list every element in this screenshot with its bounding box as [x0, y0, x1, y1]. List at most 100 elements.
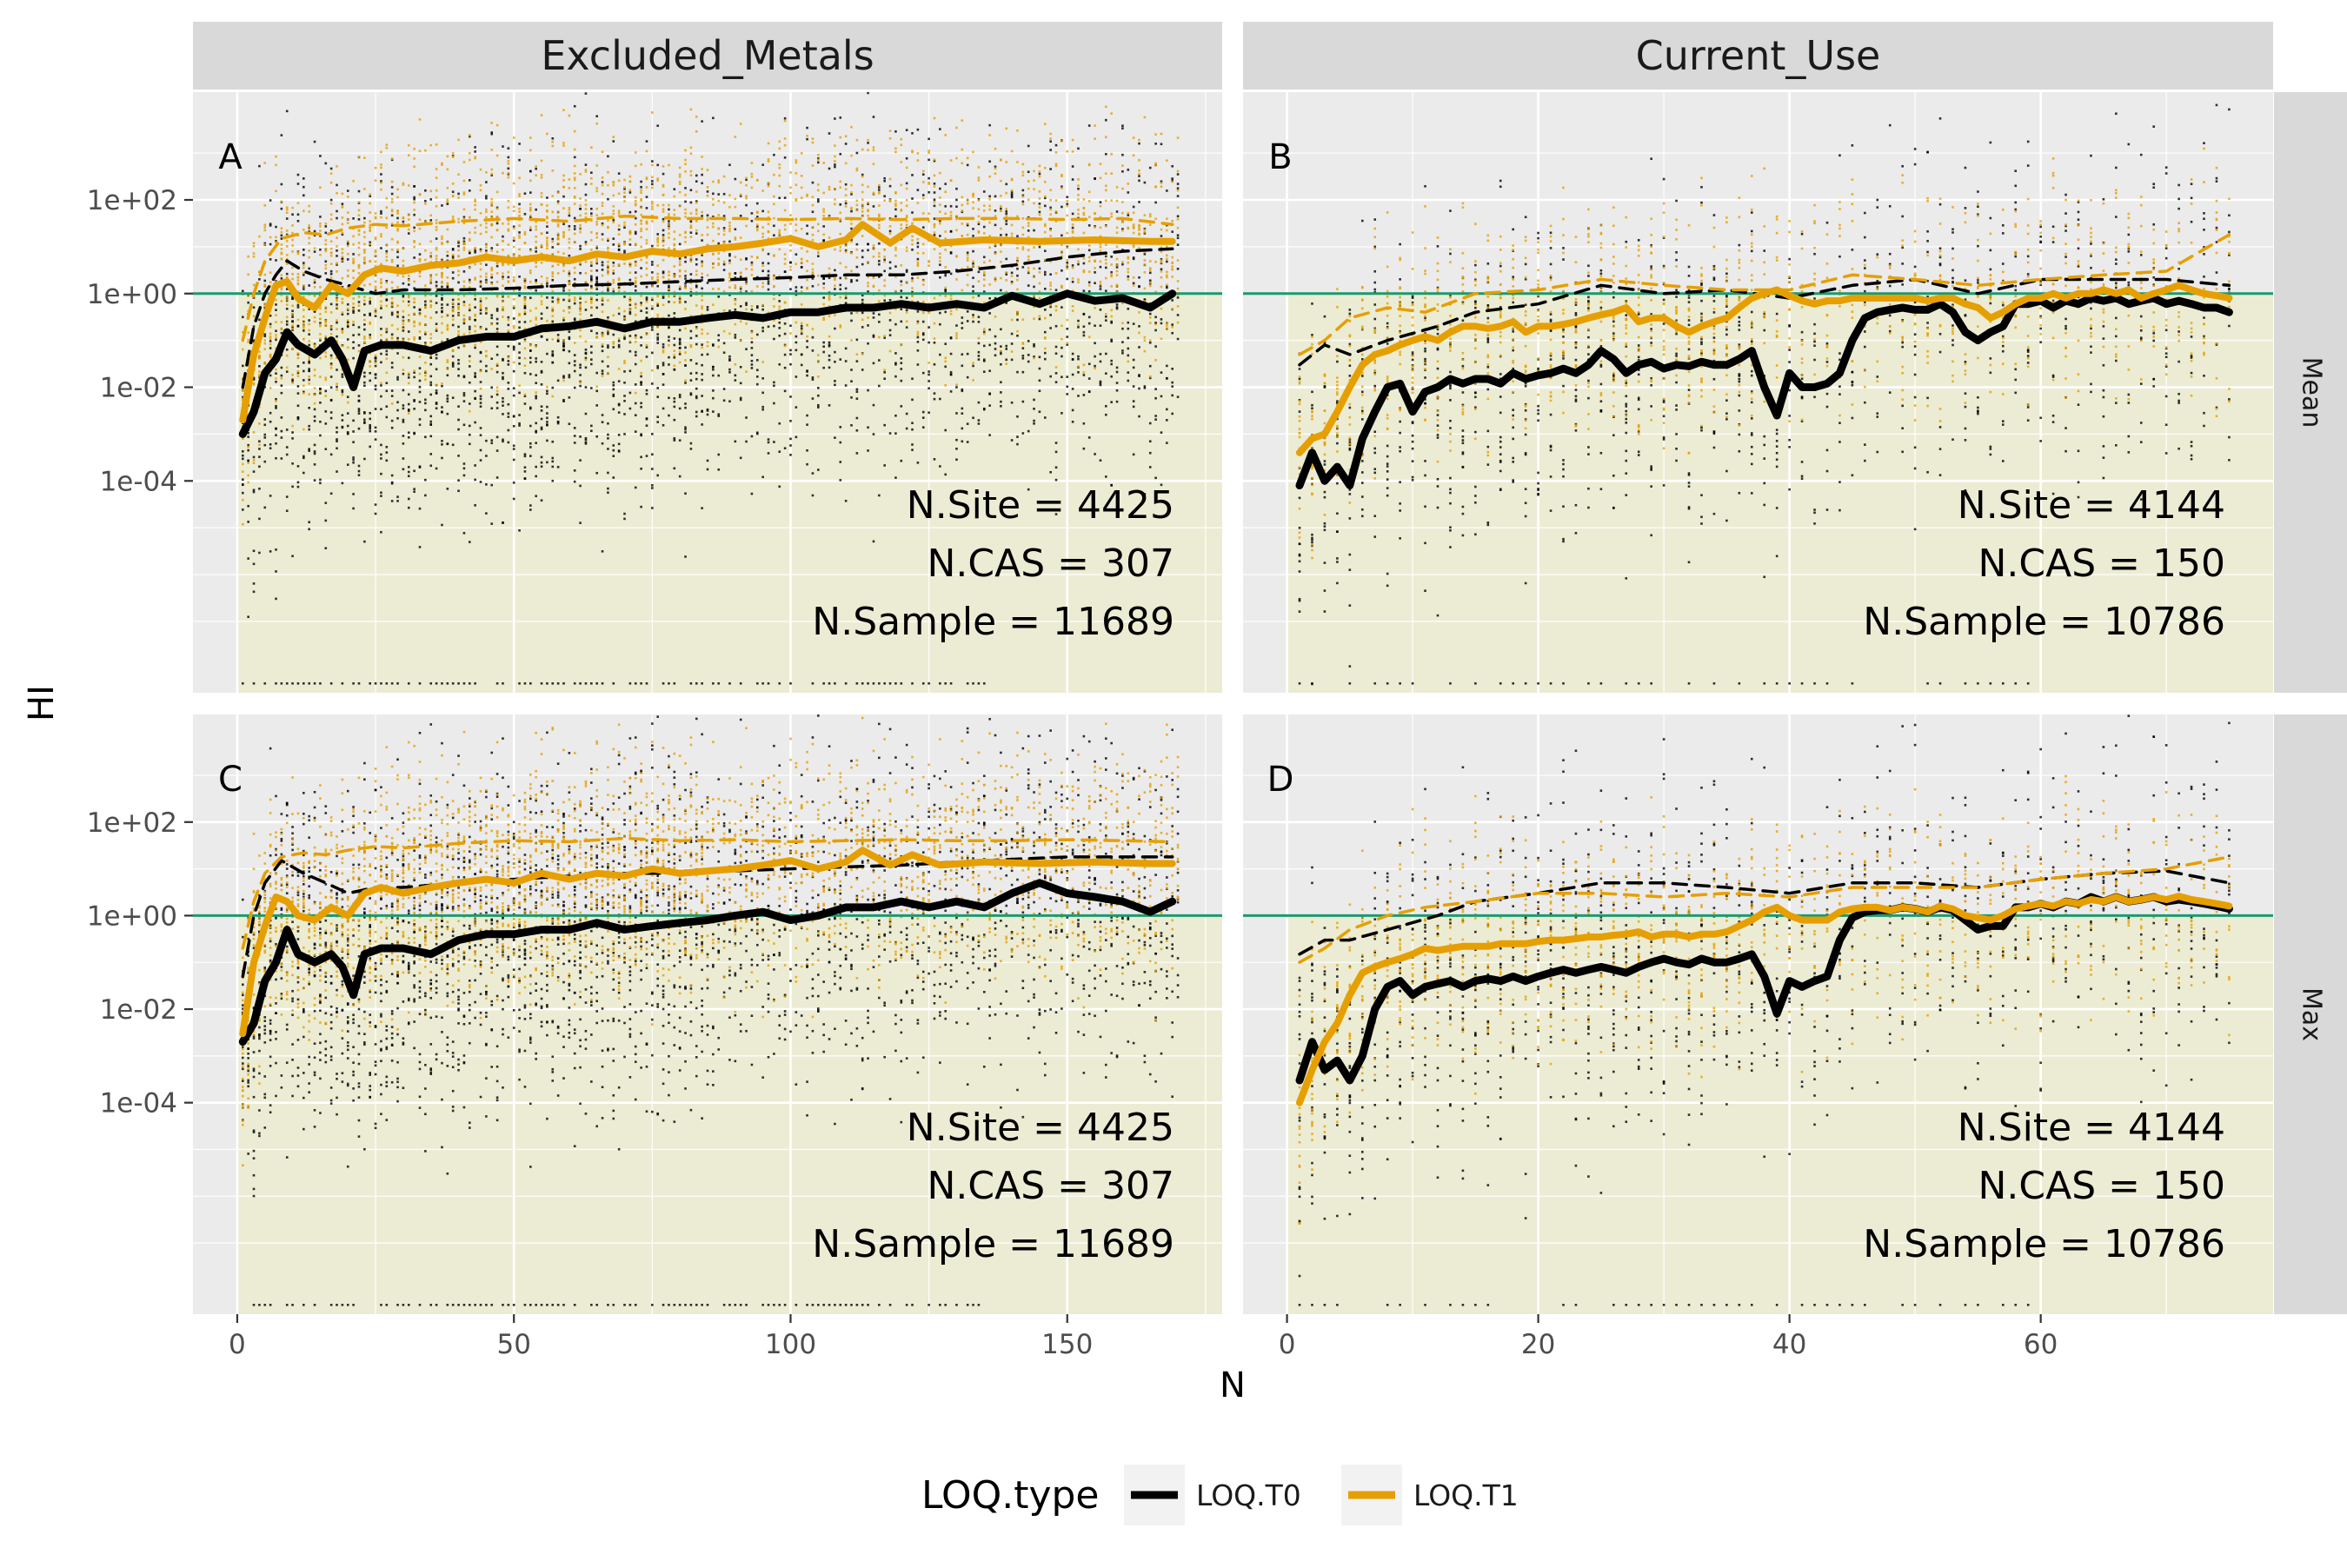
observation-point	[756, 227, 759, 229]
observation-point	[336, 249, 338, 252]
observation-point	[396, 264, 399, 267]
observation-point	[701, 234, 703, 236]
observation-point	[402, 216, 405, 219]
observation-point	[363, 188, 366, 190]
observation-point	[419, 149, 422, 152]
observation-point	[529, 373, 532, 375]
observation-point	[286, 254, 289, 256]
observation-point	[822, 367, 825, 369]
observation-point	[330, 333, 333, 336]
observation-point	[878, 260, 881, 262]
observation-point	[408, 275, 410, 277]
observation-point	[961, 289, 964, 292]
observation-point	[684, 149, 687, 152]
observation-point	[258, 374, 261, 376]
observation-point	[336, 336, 338, 338]
observation-point	[955, 458, 958, 461]
observation-point	[773, 255, 775, 257]
observation-point	[541, 233, 543, 236]
observation-point	[595, 223, 598, 226]
observation-point	[263, 444, 266, 447]
observation-point	[358, 218, 361, 221]
observation-point	[590, 351, 593, 354]
observation-point	[551, 296, 554, 299]
observation-point	[690, 273, 693, 276]
observation-point	[751, 367, 754, 369]
observation-point	[701, 373, 703, 375]
observation-point	[380, 151, 382, 154]
observation-point	[579, 173, 582, 176]
observation-point	[535, 475, 537, 478]
observation-point	[651, 261, 654, 263]
observation-point	[917, 341, 920, 343]
observation-point	[291, 324, 294, 327]
observation-point	[602, 213, 604, 216]
observation-point	[784, 302, 787, 304]
observation-point	[988, 369, 991, 372]
observation-point	[684, 286, 687, 289]
observation-point	[286, 446, 289, 448]
observation-point	[352, 341, 355, 343]
observation-point-floor	[286, 682, 289, 685]
observation-point	[651, 263, 654, 266]
observation-point	[595, 390, 598, 393]
observation-point	[463, 161, 466, 163]
observation-point	[668, 247, 670, 249]
observation-point	[988, 297, 991, 300]
observation-point	[595, 332, 598, 335]
observation-point	[690, 448, 693, 450]
observation-point	[402, 323, 405, 326]
observation-point	[756, 223, 759, 226]
observation-point	[402, 316, 405, 319]
observation-point	[590, 183, 593, 185]
observation-point	[413, 313, 416, 316]
observation-point	[291, 239, 294, 242]
observation-point	[679, 302, 681, 304]
observation-point	[485, 211, 488, 214]
observation-point	[906, 215, 908, 217]
observation-point	[939, 196, 941, 199]
observation-point	[950, 230, 953, 233]
observation-point	[518, 392, 521, 395]
observation-point	[385, 416, 388, 419]
observation-point	[768, 223, 770, 225]
observation-point	[651, 111, 654, 114]
observation-point-floor	[595, 682, 598, 685]
observation-point	[690, 236, 693, 238]
observation-point	[408, 279, 410, 282]
observation-point	[347, 218, 349, 221]
observation-point	[934, 175, 936, 177]
observation-point	[646, 418, 648, 421]
observation-point	[894, 432, 897, 435]
observation-point	[435, 328, 438, 330]
observation-point	[629, 341, 632, 343]
observation-point	[541, 300, 543, 302]
observation-point	[314, 230, 316, 233]
observation-point	[751, 331, 754, 334]
observation-point	[944, 212, 947, 215]
observation-point	[562, 375, 565, 377]
observation-point	[850, 191, 853, 194]
observation-point	[529, 508, 532, 511]
observation-point	[303, 385, 305, 388]
observation-point	[635, 354, 637, 356]
observation-point	[922, 301, 925, 303]
observation-point	[485, 246, 488, 249]
observation-point	[319, 357, 322, 360]
observation-point	[314, 450, 316, 453]
observation-point	[662, 194, 665, 196]
observation-point	[761, 210, 764, 213]
observation-point	[629, 238, 632, 241]
observation-point	[878, 385, 881, 388]
observation-point	[883, 199, 886, 202]
observation-point	[408, 218, 410, 221]
observation-point	[551, 137, 554, 140]
observation-point	[258, 440, 261, 442]
observation-point	[496, 265, 499, 268]
observation-point	[457, 255, 460, 257]
observation-point	[385, 216, 388, 219]
observation-point	[828, 186, 831, 189]
observation-point	[662, 346, 665, 349]
observation-point	[336, 217, 338, 220]
observation-point	[402, 310, 405, 313]
